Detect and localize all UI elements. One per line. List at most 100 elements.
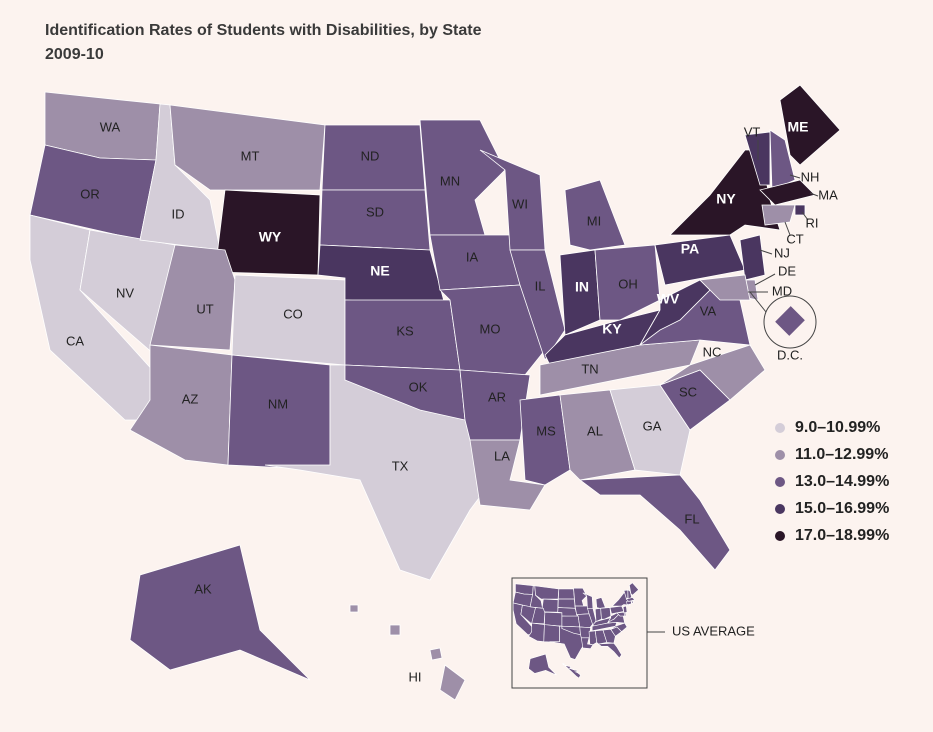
state-label: WV: [657, 291, 680, 307]
state-label: MN: [440, 173, 460, 188]
state: [775, 306, 805, 336]
legend-swatch: [775, 504, 785, 514]
state-label: MS: [536, 423, 556, 438]
inset-state: [591, 621, 618, 632]
state: [439, 664, 466, 701]
state-label: UT: [196, 301, 213, 316]
state-label: NJ: [774, 245, 790, 260]
state: [319, 189, 431, 251]
inset-state: [561, 625, 581, 636]
leader: [749, 291, 767, 313]
state: [761, 204, 796, 226]
inset-state: [573, 587, 588, 607]
state-label: KS: [396, 323, 414, 338]
inset-state: [528, 653, 557, 676]
state: [344, 364, 466, 421]
leader: [784, 221, 791, 236]
inset-frame: [511, 577, 648, 689]
state-label: NV: [116, 285, 134, 300]
inset-state: [629, 582, 640, 596]
inset-state: [600, 607, 612, 620]
leader: [809, 192, 819, 197]
dc-circle: [763, 295, 817, 349]
state-label: MA: [818, 187, 838, 202]
state: [559, 389, 636, 481]
state: [227, 354, 331, 471]
state: [699, 274, 751, 301]
legend-label: 17.0–18.99%: [795, 527, 889, 544]
inset-state: [588, 630, 598, 646]
legend-swatch: [775, 450, 785, 460]
inset-state: [626, 601, 633, 605]
inset-state: [558, 588, 575, 600]
state-label: DE: [778, 263, 796, 278]
state-label: AL: [587, 423, 603, 438]
state-label: NH: [801, 169, 820, 184]
title: Identification Rates of Students with Di…: [45, 22, 482, 39]
state: [419, 119, 506, 236]
state-label: WI: [512, 196, 528, 211]
state-label: MI: [587, 213, 601, 228]
legend-swatch: [775, 423, 785, 433]
state-label: IN: [575, 279, 589, 295]
inset-state: [574, 605, 590, 615]
state-label: TN: [581, 361, 598, 376]
inset-state: [543, 624, 560, 643]
state-label: AR: [488, 389, 506, 404]
state: [609, 384, 691, 476]
subtitle: 2009-10: [45, 46, 104, 63]
legend-label: 11.0–12.99%: [795, 446, 888, 463]
leader: [801, 211, 809, 221]
inset-state: [561, 663, 581, 679]
inset-state: [607, 612, 619, 624]
state: [578, 474, 731, 571]
state: [564, 179, 626, 251]
state: [129, 544, 311, 681]
state-label: WA: [100, 119, 121, 134]
states: WA OR CA NV ID MT WY UT CO AZ NM TX ND SD NE KS OK MN IA MO…: [29, 84, 841, 701]
state: [639, 279, 711, 346]
state: [594, 244, 661, 321]
state-label: NE: [370, 263, 389, 279]
state-label: OH: [618, 276, 638, 291]
state-label: TX: [392, 458, 409, 473]
state: [769, 129, 796, 191]
leader: [754, 273, 776, 286]
state-label: IL: [535, 278, 546, 293]
inset-state: [625, 597, 636, 602]
legend-label: 9.0–10.99%: [795, 419, 880, 436]
state-label: CO: [283, 306, 303, 321]
inset-state: [602, 628, 616, 644]
state-label: OK: [409, 379, 428, 394]
state-label: SC: [679, 384, 697, 399]
state: [149, 244, 236, 351]
legend-label: 15.0–16.99%: [795, 500, 889, 517]
state-label: PA: [681, 241, 699, 257]
state-label: LA: [494, 448, 510, 463]
state-label: MT: [241, 148, 260, 163]
inset-state: [622, 605, 628, 614]
inset-state: [561, 615, 581, 628]
state-label: ME: [788, 119, 809, 135]
us-average-map: [512, 582, 640, 679]
state-label: NC: [703, 344, 722, 359]
state-label: IA: [466, 249, 479, 264]
state: [519, 394, 571, 486]
state-label: CA: [66, 333, 84, 348]
inset-state: [544, 611, 563, 627]
state-label: WY: [259, 229, 282, 245]
state-label: VT: [744, 124, 761, 139]
leader: [759, 249, 773, 255]
inset-state: [597, 642, 622, 659]
state-label: OR: [80, 186, 100, 201]
state-label: GA: [643, 418, 662, 433]
state-label: AK: [194, 581, 212, 596]
legend-swatch: [775, 531, 785, 541]
inset-state: [557, 598, 576, 609]
state: [389, 624, 401, 636]
state: [429, 647, 443, 661]
state-label: CT: [786, 231, 803, 246]
state-label: MD: [772, 283, 792, 298]
state-label: ND: [361, 148, 380, 163]
